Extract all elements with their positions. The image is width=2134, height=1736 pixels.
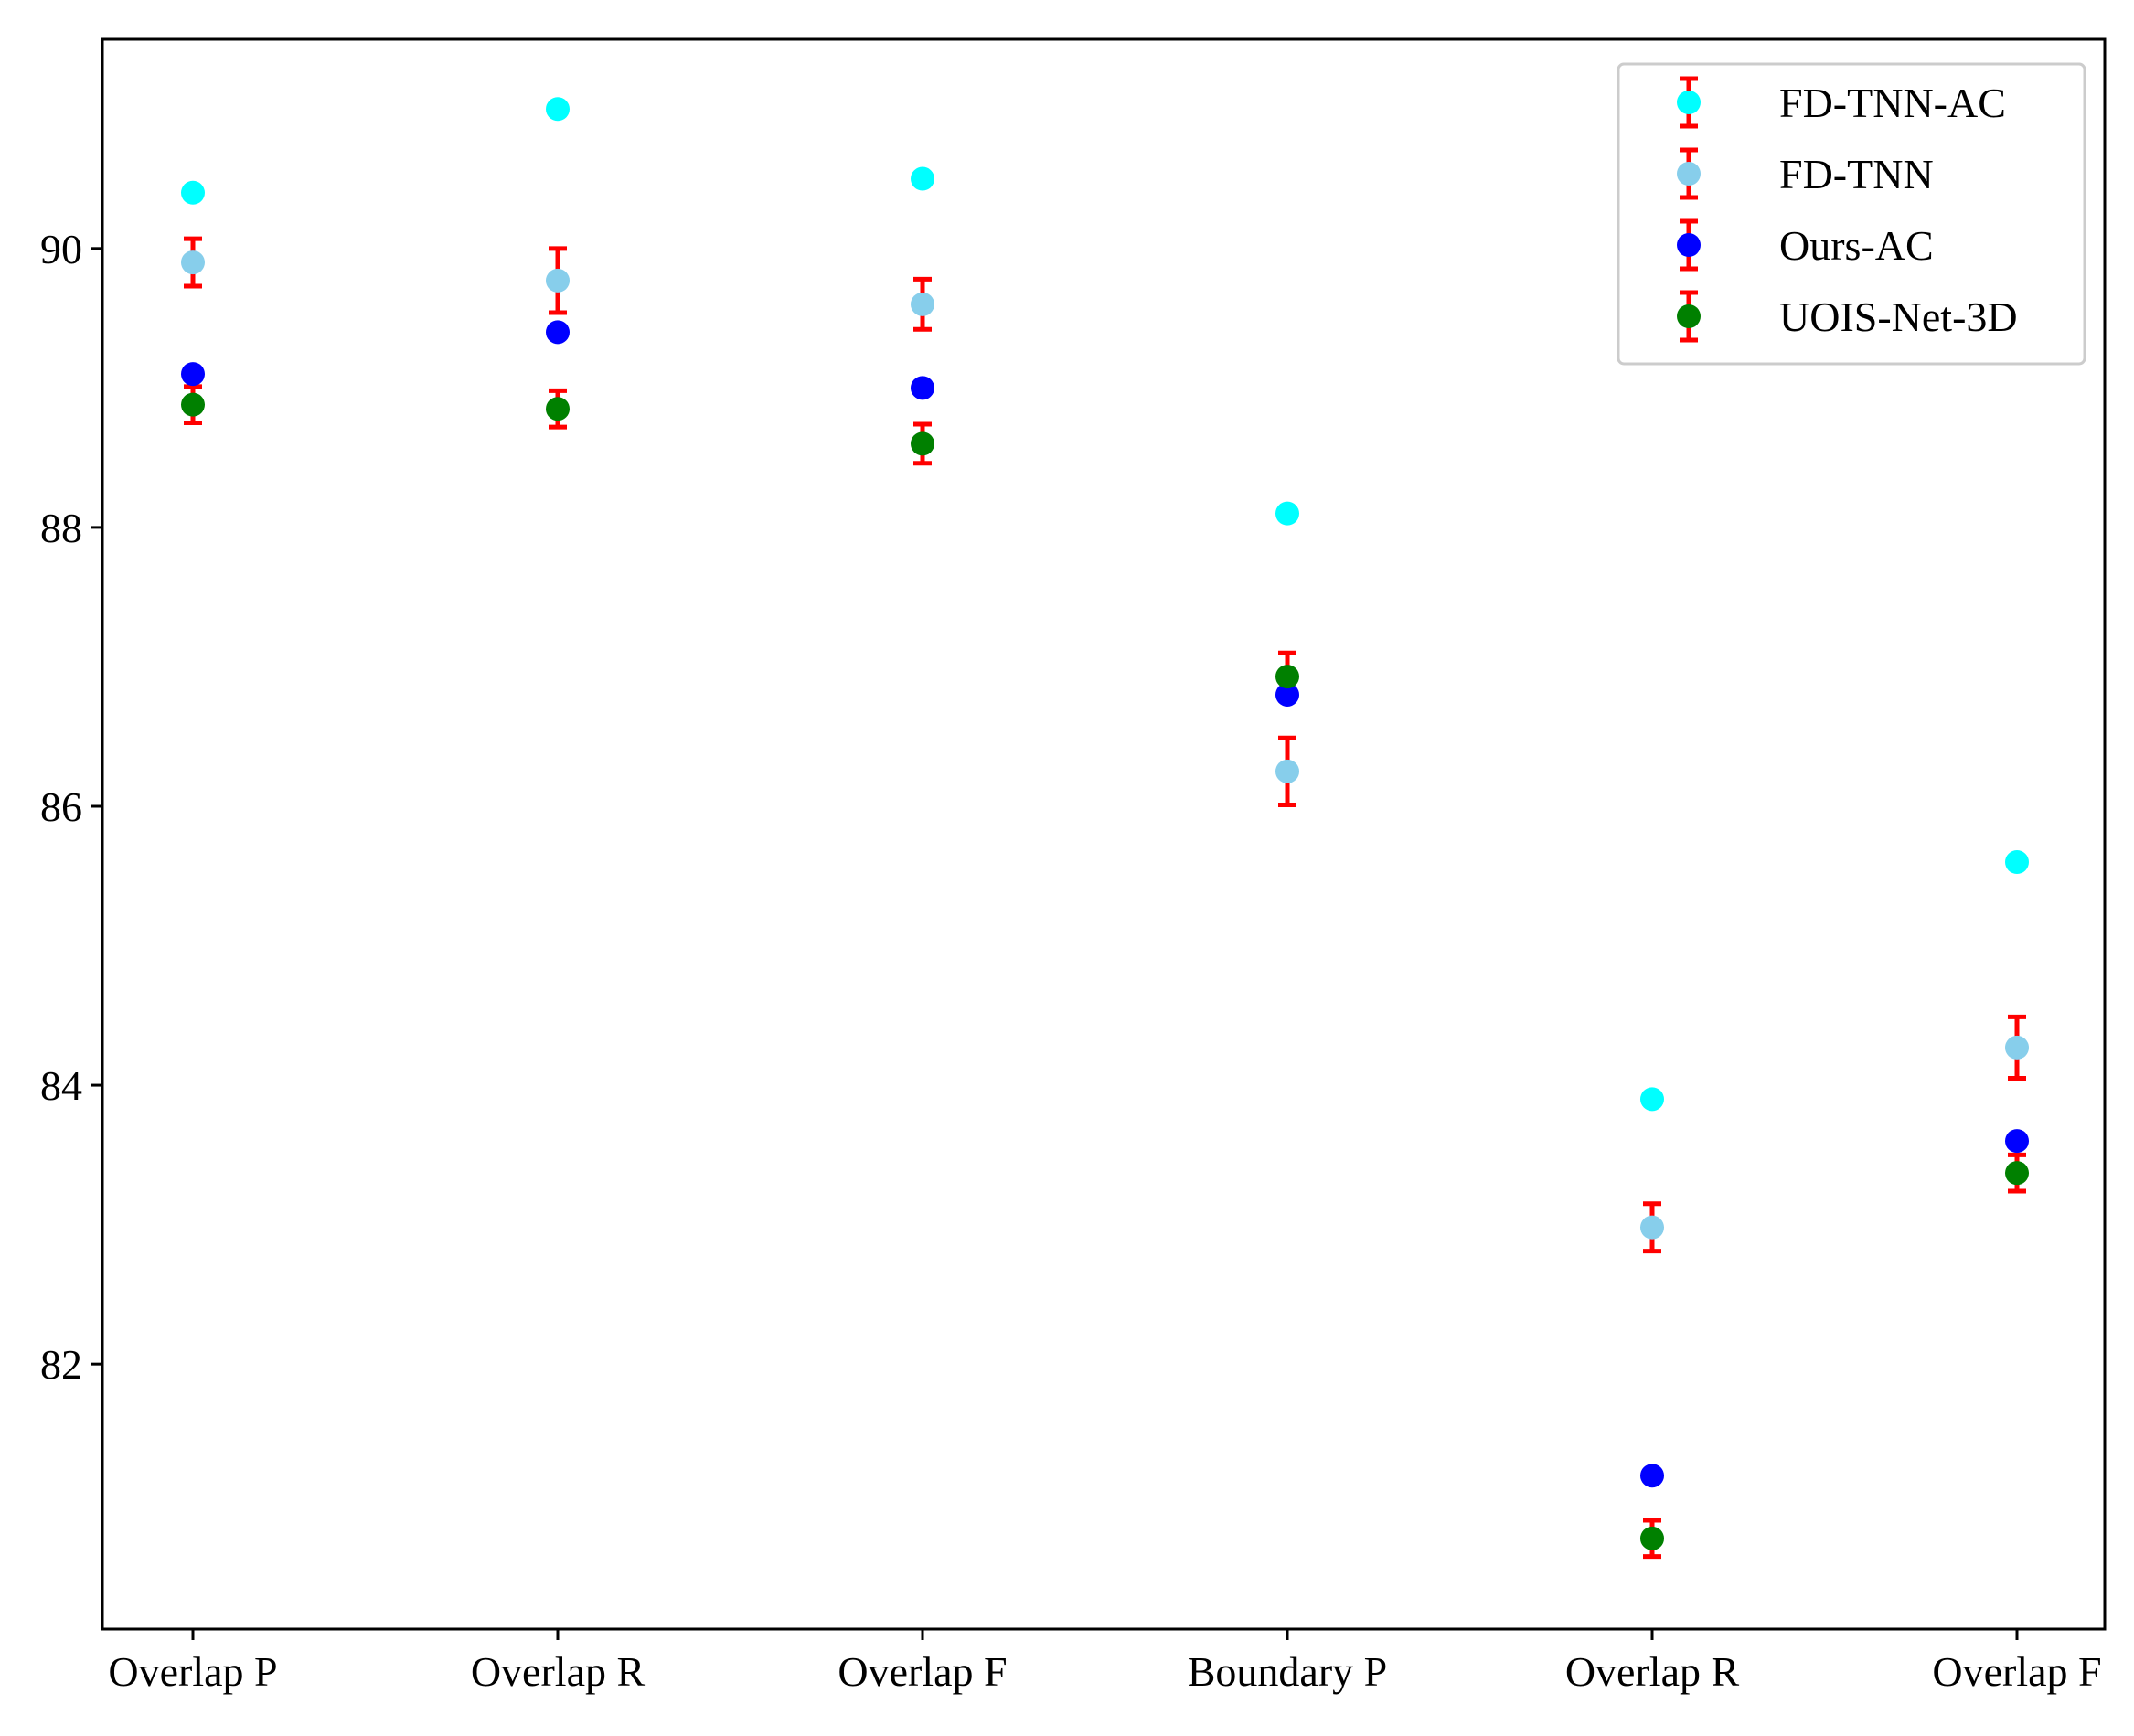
y-tick-label: 88 bbox=[40, 505, 82, 551]
y-tick-label: 84 bbox=[40, 1062, 82, 1109]
data-point bbox=[546, 97, 570, 122]
x-tick-label: Overlap R bbox=[471, 1648, 646, 1695]
data-point bbox=[2005, 1161, 2029, 1186]
legend-marker bbox=[1677, 91, 1701, 114]
legend: FD-TNN-AC FD-TNN Ours-AC UOIS-Net-3D bbox=[1617, 62, 2086, 366]
legend-label: Ours-AC bbox=[1779, 222, 1934, 269]
data-point bbox=[1275, 759, 1299, 783]
data-point bbox=[546, 397, 570, 421]
x-axis: Overlap P Overlap R Overlap F Boundary P Ove… bbox=[108, 1629, 2102, 1695]
data-point bbox=[1640, 1526, 1664, 1550]
data-point bbox=[181, 250, 205, 275]
data-point bbox=[911, 431, 934, 456]
data-point bbox=[1640, 1464, 1664, 1488]
data-point bbox=[1275, 682, 1299, 707]
data-point bbox=[911, 166, 934, 191]
x-tick-label: Overlap P bbox=[108, 1648, 277, 1695]
data-point bbox=[1640, 1215, 1664, 1240]
data-points bbox=[181, 97, 2029, 1550]
data-point bbox=[1275, 665, 1299, 689]
y-tick-label: 86 bbox=[40, 783, 82, 830]
legend-marker bbox=[1677, 304, 1701, 328]
y-tick-label: 90 bbox=[40, 226, 82, 272]
data-point bbox=[181, 362, 205, 387]
y-tick-label: 82 bbox=[40, 1341, 82, 1388]
x-tick-label: Overlap F bbox=[1932, 1648, 2101, 1695]
data-point bbox=[546, 268, 570, 293]
legend-marker bbox=[1677, 162, 1701, 186]
data-point bbox=[546, 320, 570, 345]
legend-marker bbox=[1677, 233, 1701, 257]
plot-frame bbox=[101, 37, 2107, 1631]
data-point bbox=[1640, 1087, 1664, 1112]
data-point bbox=[911, 292, 934, 316]
x-tick-label: Boundary P bbox=[1188, 1648, 1388, 1695]
data-point bbox=[2005, 1129, 2029, 1154]
legend-label: FD-TNN bbox=[1779, 151, 1934, 197]
data-point bbox=[911, 376, 934, 400]
x-tick-label: Overlap F bbox=[838, 1648, 1007, 1695]
data-point bbox=[1275, 501, 1299, 526]
legend-label: UOIS-Net-3D bbox=[1779, 293, 2018, 340]
data-point bbox=[181, 392, 205, 417]
data-point bbox=[181, 180, 205, 205]
legend-label: FD-TNN-AC bbox=[1779, 80, 2006, 126]
data-point bbox=[2005, 1035, 2029, 1060]
x-tick-label: Overlap R bbox=[1565, 1648, 1740, 1695]
y-axis: 82 84 86 88 90 bbox=[40, 226, 102, 1388]
legend-box bbox=[1617, 62, 2086, 366]
data-point bbox=[2005, 850, 2029, 875]
